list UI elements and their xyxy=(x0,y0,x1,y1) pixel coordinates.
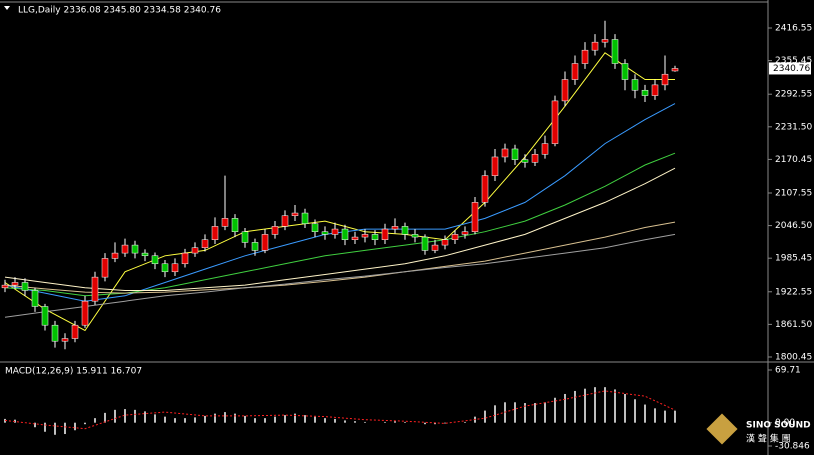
y-tick-label: 2170.45 xyxy=(775,155,812,165)
candle-body xyxy=(111,252,119,259)
macd-title: MACD(12,26,9) 15.911 16.707 xyxy=(5,367,142,377)
candle-body xyxy=(401,226,409,235)
candle-body xyxy=(661,73,669,86)
candle-body xyxy=(501,148,509,158)
candle-body xyxy=(481,175,489,203)
candle-body xyxy=(61,338,69,342)
candle-body xyxy=(421,236,429,251)
candle-body xyxy=(131,244,139,254)
indicator-line xyxy=(4,167,676,291)
candle-body xyxy=(301,212,309,224)
y-tick-label: 2355.45 xyxy=(775,56,812,66)
candle-body xyxy=(71,324,79,339)
candle-body xyxy=(361,234,369,238)
candle-body xyxy=(31,290,39,307)
y-tick-label: 0.00 xyxy=(775,418,795,428)
candle-body xyxy=(621,63,629,80)
candle-body xyxy=(551,100,559,144)
candle-body xyxy=(611,39,619,64)
candle-body xyxy=(221,218,229,227)
candle-body xyxy=(201,239,209,249)
y-tick-label: 2231.50 xyxy=(775,122,812,132)
candle-body xyxy=(601,39,609,43)
candle-body xyxy=(141,252,149,257)
candle-body xyxy=(271,226,279,235)
candle-body xyxy=(461,231,469,235)
y-tick-label: 69.71 xyxy=(775,366,801,376)
candle-body xyxy=(371,234,379,240)
candle-body xyxy=(471,202,479,232)
candle-body xyxy=(491,156,499,176)
candle-body xyxy=(651,84,659,96)
candle-body xyxy=(641,89,649,96)
candle-body xyxy=(281,215,289,227)
candle-body xyxy=(41,306,49,326)
y-tick-label: -30.846 xyxy=(775,442,810,452)
candle-body xyxy=(101,258,109,278)
price-box xyxy=(769,62,811,75)
candle-body xyxy=(541,143,549,155)
candle-body xyxy=(531,154,539,163)
y-tick-label: 1985.45 xyxy=(775,254,812,264)
candle-body xyxy=(241,231,249,243)
candle-body xyxy=(331,228,339,235)
indicator-line xyxy=(4,152,676,297)
chart-title: LLG,Daily 2336.08 2345.80 2334.58 2340.7… xyxy=(18,6,221,16)
candle-body xyxy=(511,148,519,160)
candle-body xyxy=(441,239,449,246)
candle-body xyxy=(231,218,239,232)
candle-body xyxy=(151,255,159,265)
candle-body xyxy=(171,263,179,273)
y-tick-label: 2107.55 xyxy=(775,188,812,198)
y-tick-label: 2046.50 xyxy=(775,221,812,231)
watermark: SINO SOUND 漢 聲 集 團 xyxy=(706,413,811,445)
candle-body xyxy=(381,228,389,240)
watermark-text: 漢 聲 集 團 xyxy=(746,433,791,445)
indicator-line xyxy=(4,233,676,318)
candle-body xyxy=(291,212,299,216)
watermark-text: SINO SOUND xyxy=(746,421,811,431)
candle-body xyxy=(591,41,599,51)
candle-body xyxy=(451,234,459,240)
candle-body xyxy=(311,223,319,232)
candle-body xyxy=(341,228,349,240)
y-tick-label: 1800.45 xyxy=(775,352,812,362)
candle-body xyxy=(121,244,129,254)
candle-body xyxy=(321,231,329,235)
indicator-line xyxy=(4,221,676,294)
candle-body xyxy=(631,79,639,91)
last-price: 2340.76 xyxy=(773,64,810,74)
candle-body xyxy=(251,242,259,251)
candle-body xyxy=(261,234,269,251)
candle-body xyxy=(581,49,589,64)
candle-body xyxy=(21,282,29,291)
candle-body xyxy=(571,63,579,80)
y-tick-label: 2292.55 xyxy=(775,90,812,100)
candle-body xyxy=(161,263,169,273)
candle-body xyxy=(391,226,399,230)
candle-body xyxy=(521,159,529,163)
candle-body xyxy=(91,276,99,302)
candle-body xyxy=(11,282,19,286)
candle-body xyxy=(411,234,419,238)
candle-body xyxy=(1,284,9,289)
candle-body xyxy=(181,252,189,265)
candle-body xyxy=(671,68,679,72)
menu-icon xyxy=(4,6,10,10)
candle-body xyxy=(81,300,89,326)
candle-body xyxy=(351,236,359,240)
indicator-line xyxy=(4,390,676,430)
y-tick-label: 1922.55 xyxy=(775,287,812,297)
y-tick-label: 2416.55 xyxy=(775,23,812,33)
candle-body xyxy=(561,79,569,102)
candle-body xyxy=(431,244,439,251)
candle-body xyxy=(211,226,219,240)
candle-body xyxy=(191,247,199,254)
y-tick-label: 1861.50 xyxy=(775,320,812,330)
logo-mark xyxy=(706,413,738,445)
candle-body xyxy=(51,324,59,342)
